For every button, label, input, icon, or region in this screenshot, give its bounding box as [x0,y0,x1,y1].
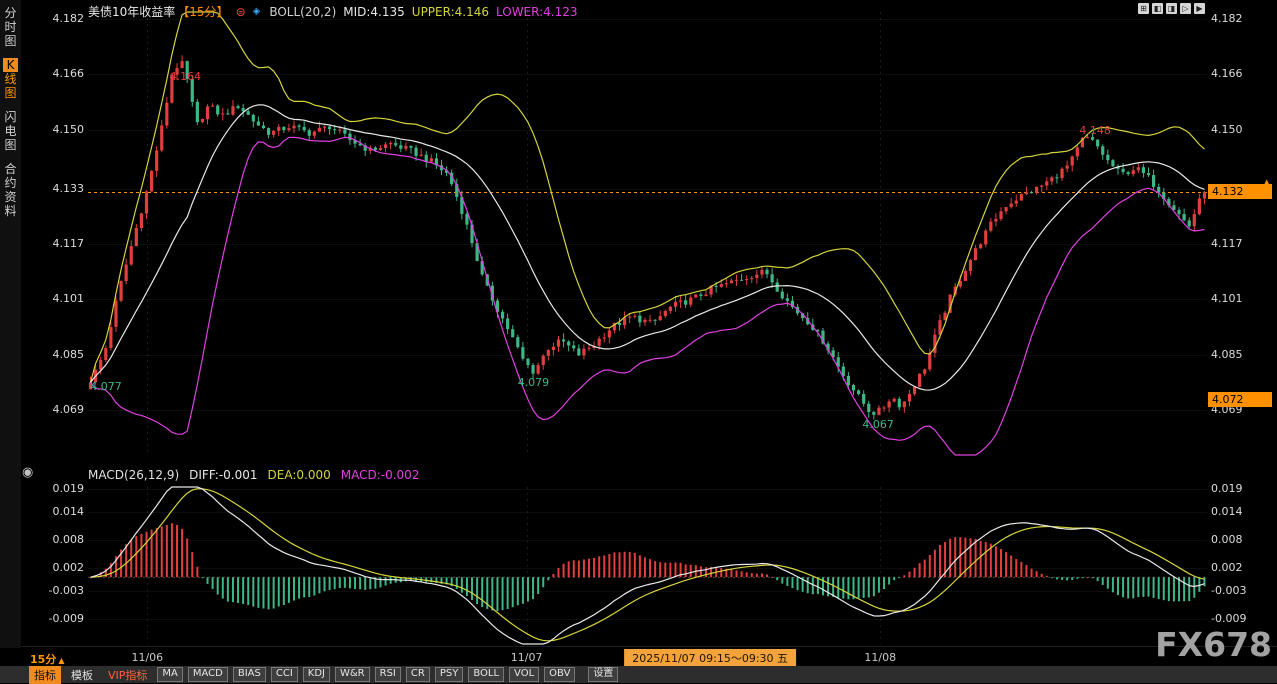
chart-header: 美债10年收益率 【15分】 ⊜ ◈ BOLL(20,2) MID:4.135 … [88,3,578,20]
boll-lower-value: LOWER:4.123 [495,4,578,19]
indicator-button-kdj[interactable]: KDJ [302,667,330,682]
boll-upper-value: UPPER:4.146 [411,4,489,19]
macd-name: MACD(26,12,9) [88,468,180,482]
indicator-picker-icon[interactable]: ◈ [252,6,261,17]
sidebar-item-char: 图 [4,86,17,100]
sidebar-item-flash-chart[interactable]: 闪电图 [0,110,21,152]
sidebar-item-char: 闪 [4,110,17,124]
split-right-icon[interactable]: ◨ [1166,3,1177,14]
indicator-button-boll[interactable]: BOLL [468,667,505,682]
indicator-button-cr[interactable]: CR [405,667,430,682]
period-selector-label: 15分 [30,653,57,666]
marker-down-icon[interactable]: ▼ [1264,186,1270,195]
indicator-button-bias[interactable]: BIAS [232,667,266,682]
tab-vip-indicators[interactable]: VIP指标 [108,668,148,682]
macd-diff-value: DIFF:-0.001 [189,468,258,482]
tab-templates[interactable]: 模板 [71,668,93,682]
fast-forward-icon[interactable]: ▶ [1194,3,1205,14]
time-highlight-readout: 2025/11/07 09:15～09:30 五 [624,649,797,667]
layout-grid-icon[interactable]: ⊞ [1138,3,1149,14]
play-icon[interactable]: ▷ [1180,3,1191,14]
instrument-title: 美债10年收益率 [88,5,176,19]
sidebar-item-char: 电 [4,124,17,138]
sidebar-item-char: 合 [4,162,17,176]
sidebar-item-char: 约 [4,176,17,190]
sidebar-item-char: 图 [4,138,17,152]
boll-mid-value: MID:4.135 [343,4,405,19]
sidebar-item-char: 分 [4,6,17,20]
window-controls: ⊞ ◧ ◨ ▷ ▶ [1138,3,1205,14]
alarm-icon[interactable]: ⊜ [235,4,246,19]
macd-legend: MACD(26,12,9) DIFF:-0.001 DEA:0.000 MACD… [88,468,419,482]
brand-watermark: FX678 [1155,625,1272,664]
indicator-button-psy[interactable]: PSY [434,667,464,682]
sidebar-item-char: 时 [4,20,17,34]
indicator-button-cci[interactable]: CCI [270,667,298,682]
indicator-button-wr[interactable]: W&R [335,667,370,682]
sidebar-item-char: 图 [4,34,17,48]
sidebar-item-char: 料 [4,204,17,218]
indicator-button-rsi[interactable]: RSI [374,667,401,682]
indicator-button-ma[interactable]: MA [157,667,183,682]
period-selector[interactable]: 15分 ▲ [30,651,64,667]
period-tag: 【15分】 [177,5,229,19]
sidebar-item-char: 资 [4,190,17,204]
sidebar-item-char: 线 [4,72,17,86]
sidebar-item-contract-info[interactable]: 合约资料 [0,162,21,218]
split-left-icon[interactable]: ◧ [1152,3,1163,14]
indicator-button-macd[interactable]: MACD [187,667,228,682]
indicator-button-obv[interactable]: OBV [544,667,576,682]
collapse-panel-icon[interactable]: ◉ [22,465,34,480]
boll-label: BOLL(20,2) [269,4,337,19]
settings-button[interactable]: 设置 [588,667,619,682]
sidebar-item-char: K [3,58,18,72]
indicator-button-vol[interactable]: VOL [509,667,540,682]
macd-dea-value: DEA:0.000 [267,468,331,482]
bottom-toolbar: 指标 模板 VIP指标 MA MACD BIAS CCI KDJ W&R RSI CR PSY BOLL… [0,665,1277,684]
sidebar-item-time-chart[interactable]: 分时图 [0,6,21,48]
macd-hist-value: MACD:-0.002 [340,468,420,482]
tab-indicators[interactable]: 指标 [29,665,61,684]
caret-up-icon: ▲ [58,656,65,665]
marker-up-icon[interactable]: ▲ [1264,177,1270,186]
